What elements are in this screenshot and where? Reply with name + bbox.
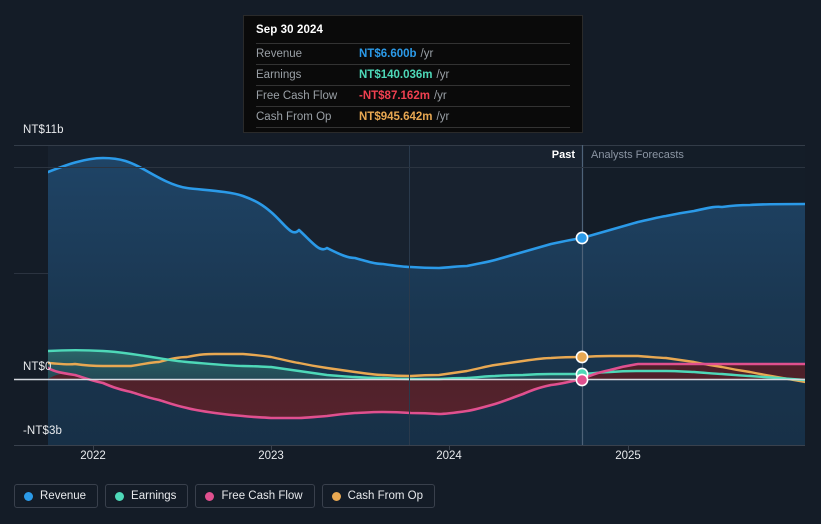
analysts-forecasts-band-label: Analysts Forecasts (591, 149, 684, 161)
tooltip-unit-free-cash-flow: /yr (433, 90, 447, 102)
tooltip-row-earnings: Earnings NT$140.036m /yr (256, 65, 570, 86)
tooltip-row-free-cash-flow: Free Cash Flow -NT$87.162m /yr (256, 86, 570, 107)
tooltip-label-earnings: Earnings (256, 69, 302, 81)
x-axis-tick-2024: 2024 (436, 450, 462, 462)
y-axis-label-zero: NT$0 (23, 361, 52, 373)
tooltip-unit-cash-from-op: /yr (436, 111, 450, 123)
revenue-line (48, 156, 805, 270)
past-band-label: Past (551, 149, 575, 161)
legend-dot-cash-from-op-icon (331, 491, 341, 501)
x-axis-tick-2025: 2025 (615, 450, 641, 462)
tooltip-row-revenue: Revenue NT$6.600b /yr (256, 44, 570, 65)
tooltip-value-cash-from-op: NT$945.642m (359, 111, 433, 123)
tooltip-unit-revenue: /yr (420, 48, 434, 60)
negative-area (48, 364, 805, 418)
legend-label-earnings: Earnings (131, 490, 177, 502)
legend-dot-revenue-icon (24, 491, 33, 501)
marker-free-cash-flow[interactable] (575, 373, 589, 387)
marker-cash-from-op[interactable] (575, 350, 589, 364)
earnings-line (48, 349, 805, 382)
tooltip-row-cash-from-op: Cash From Op NT$945.642m /yr (256, 107, 570, 128)
tooltip-date: Sep 30 2024 (256, 24, 570, 44)
legend-label-revenue: Revenue (40, 490, 87, 502)
chart-legend: Revenue Earnings Free Cash Flow Cash Fro… (14, 484, 436, 508)
tooltip-value-free-cash-flow: -NT$87.162m (359, 90, 430, 102)
marker-revenue[interactable] (575, 231, 589, 245)
legend-item-cash-from-op[interactable]: Cash From Op (321, 484, 436, 508)
free-cash-flow-line (48, 362, 805, 420)
tooltip-label-free-cash-flow: Free Cash Flow (256, 90, 338, 102)
tooltip-label-cash-from-op: Cash From Op (256, 111, 332, 123)
legend-item-earnings[interactable]: Earnings (105, 484, 189, 508)
y-axis-label-top: NT$11b (23, 124, 64, 136)
tooltip-value-earnings: NT$140.036m (359, 69, 433, 81)
legend-label-cash-from-op: Cash From Op (347, 490, 424, 502)
legend-dot-earnings-icon (115, 491, 125, 501)
data-point-tooltip: Sep 30 2024 Revenue NT$6.600b /yr Earnin… (243, 15, 583, 133)
tooltip-value-revenue: NT$6.600b (359, 48, 417, 60)
legend-label-free-cash-flow: Free Cash Flow (221, 490, 303, 502)
legend-item-revenue[interactable]: Revenue (14, 484, 99, 508)
y-axis-label-bottom: -NT$3b (23, 425, 62, 437)
x-axis-tick-2022: 2022 (80, 450, 106, 462)
tooltip-unit-earnings: /yr (436, 69, 450, 81)
x-axis-tick-2023: 2023 (258, 450, 284, 462)
legend-item-free-cash-flow[interactable]: Free Cash Flow (195, 484, 315, 508)
legend-dot-free-cash-flow-icon (205, 491, 215, 501)
tooltip-label-revenue: Revenue (256, 48, 303, 60)
